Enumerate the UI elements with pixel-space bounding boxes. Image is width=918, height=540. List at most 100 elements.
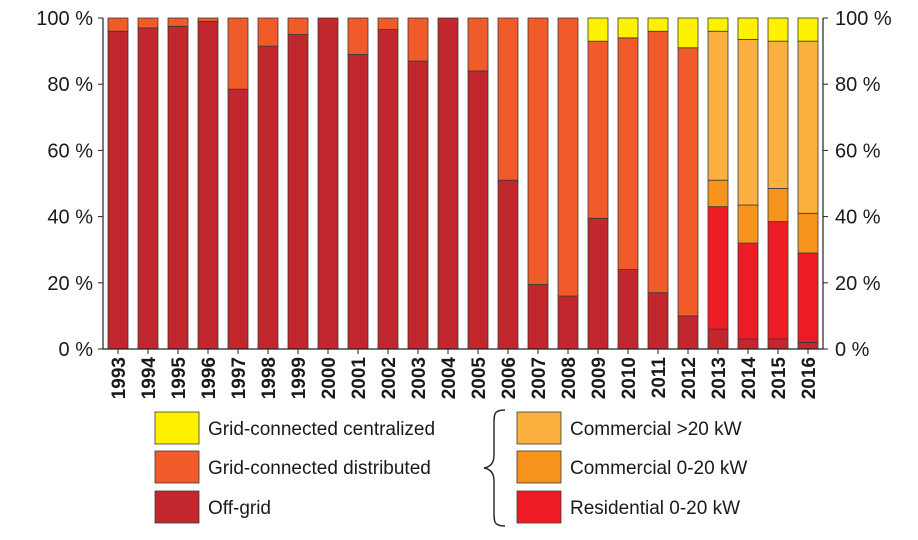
x-tick-label-1998: 1998 <box>259 357 280 399</box>
bar-2011-grid-connected-centralized <box>647 17 669 32</box>
x-tick-label-1999: 1999 <box>289 357 310 399</box>
bar-2012-grid-connected-distributed <box>677 47 699 317</box>
bar-1994-off-grid <box>137 27 159 350</box>
x-tick-label-2011: 2011 <box>649 357 670 399</box>
y-tick-label-left: 40 % <box>47 207 93 229</box>
y-tick-label-right: 80 % <box>835 74 881 96</box>
x-tick-label-2015: 2015 <box>769 357 790 400</box>
bar-2015-grid-connected-centralized <box>767 17 789 42</box>
x-tick-label-2016: 2016 <box>799 357 820 399</box>
bar-2014-residential-0-20-kw <box>737 242 759 340</box>
bar-2013-grid-connected-centralized <box>707 17 729 32</box>
bar-1997-grid-connected-distributed <box>227 17 249 90</box>
bar-2016-commercial-20-kw <box>797 40 819 214</box>
y-tick-label-right: 100 % <box>835 8 892 30</box>
bar-2013-residential-0-20-kw <box>707 206 729 330</box>
bar-2009-grid-connected-distributed <box>587 40 609 219</box>
bar-2008-off-grid <box>557 295 579 350</box>
bar-2015-residential-0-20-kw <box>767 221 789 340</box>
bar-2012-off-grid <box>677 315 699 350</box>
y-tick-label-left: 80 % <box>47 74 93 96</box>
bar-1997-off-grid <box>227 88 249 350</box>
axes-group: 0 % 0 % 20 % 20 % 40 % 40 % 60 % 60 % 80 % 80 % 10… <box>36 8 892 399</box>
x-tick-label-2010: 2010 <box>619 357 640 399</box>
bar-2001-off-grid <box>347 54 369 350</box>
bar-2002-grid-connected-distributed <box>377 17 399 30</box>
bar-2014-grid-connected-centralized <box>737 17 759 40</box>
bar-2006-off-grid <box>497 179 519 350</box>
bar-2005-off-grid <box>467 70 489 350</box>
y-tick-label-right: 20 % <box>835 273 881 295</box>
bar-2010-grid-connected-distributed <box>617 37 639 270</box>
bar-2006-grid-connected-distributed <box>497 17 519 181</box>
bar-1998-off-grid <box>257 45 279 350</box>
bar-2016-grid-connected-centralized <box>797 17 819 42</box>
bar-1995-grid-connected-distributed <box>167 17 189 27</box>
bar-2008-grid-connected-distributed <box>557 17 579 297</box>
x-tick-label-2009: 2009 <box>589 357 610 399</box>
x-tick-label-1993: 1993 <box>109 357 130 399</box>
x-tick-label-2002: 2002 <box>379 357 400 399</box>
bar-2009-off-grid <box>587 217 609 350</box>
bar-1993-off-grid <box>107 30 129 350</box>
legend-label-grid-connected-distributed: Grid-connected distributed <box>208 458 431 479</box>
bar-2002-off-grid <box>377 29 399 350</box>
y-tick-label-left: 20 % <box>47 273 93 295</box>
bar-1996-off-grid <box>197 20 219 350</box>
x-tick-label-2001: 2001 <box>349 357 370 400</box>
bar-2015-commercial-0-20-kw <box>767 188 789 222</box>
bar-2009-grid-connected-centralized <box>587 17 609 42</box>
bar-2011-grid-connected-distributed <box>647 30 669 294</box>
x-tick-label-2007: 2007 <box>529 357 550 399</box>
bar-2007-grid-connected-distributed <box>527 17 549 285</box>
bar-2014-off-grid <box>737 338 759 350</box>
bar-2004-off-grid <box>437 17 459 350</box>
x-tick-label-2003: 2003 <box>409 357 430 399</box>
legend-swatch-grid-connected-distributed <box>154 450 200 484</box>
x-tick-label-2005: 2005 <box>469 357 490 400</box>
y-tick-label-right: 0 % <box>835 339 870 361</box>
bar-2010-grid-connected-centralized <box>617 17 639 39</box>
bar-2003-off-grid <box>407 60 429 350</box>
bar-2003-grid-connected-distributed <box>407 17 429 62</box>
legend-brace <box>483 409 506 527</box>
bar-2016-off-grid <box>797 341 819 350</box>
bar-2010-off-grid <box>617 269 639 350</box>
legend-swatch-off-grid <box>154 490 200 524</box>
x-tick-label-1994: 1994 <box>139 357 160 400</box>
x-tick-label-1995: 1995 <box>169 357 190 400</box>
bar-1998-grid-connected-distributed <box>257 17 279 47</box>
bar-2005-grid-connected-distributed <box>467 17 489 72</box>
legend-label-commercial-20-kw: Commercial >20 kW <box>570 419 742 440</box>
bar-1996-grid-connected-distributed <box>197 17 219 22</box>
bar-1994-grid-connected-distributed <box>137 17 159 29</box>
bar-2013-commercial-0-20-kw <box>707 179 729 208</box>
x-tick-label-2008: 2008 <box>559 357 580 399</box>
bar-2000-off-grid <box>317 17 339 350</box>
bar-2001-grid-connected-distributed <box>347 17 369 55</box>
bar-2013-off-grid <box>707 328 729 350</box>
y-tick-label-right: 40 % <box>835 207 881 229</box>
legend-swatch-commercial-20-kw <box>516 411 562 445</box>
y-tick-label-right: 60 % <box>835 140 881 162</box>
bar-2015-off-grid <box>767 338 789 350</box>
bar-1999-grid-connected-distributed <box>287 17 309 35</box>
x-tick-label-2014: 2014 <box>739 357 760 400</box>
legend-label-off-grid: Off-grid <box>208 498 271 519</box>
legend-label-commercial-0-20-kw: Commercial 0-20 kW <box>570 458 747 479</box>
bar-1999-off-grid <box>287 34 309 350</box>
bar-2012-grid-connected-centralized <box>677 17 699 49</box>
bar-2016-commercial-0-20-kw <box>797 212 819 254</box>
x-tick-label-2012: 2012 <box>679 357 700 399</box>
y-tick-label-left: 0 % <box>59 339 94 361</box>
y-tick-label-left: 100 % <box>36 8 93 30</box>
x-tick-label-1996: 1996 <box>199 357 220 399</box>
bars-group <box>107 17 819 350</box>
x-tick-label-2000: 2000 <box>319 357 340 399</box>
bar-2014-commercial-0-20-kw <box>737 204 759 244</box>
legend-swatch-residential-0-20-kw <box>516 490 562 524</box>
bar-2014-commercial-20-kw <box>737 39 759 206</box>
bar-2015-commercial-20-kw <box>767 40 789 189</box>
x-tick-label-2013: 2013 <box>709 357 730 399</box>
